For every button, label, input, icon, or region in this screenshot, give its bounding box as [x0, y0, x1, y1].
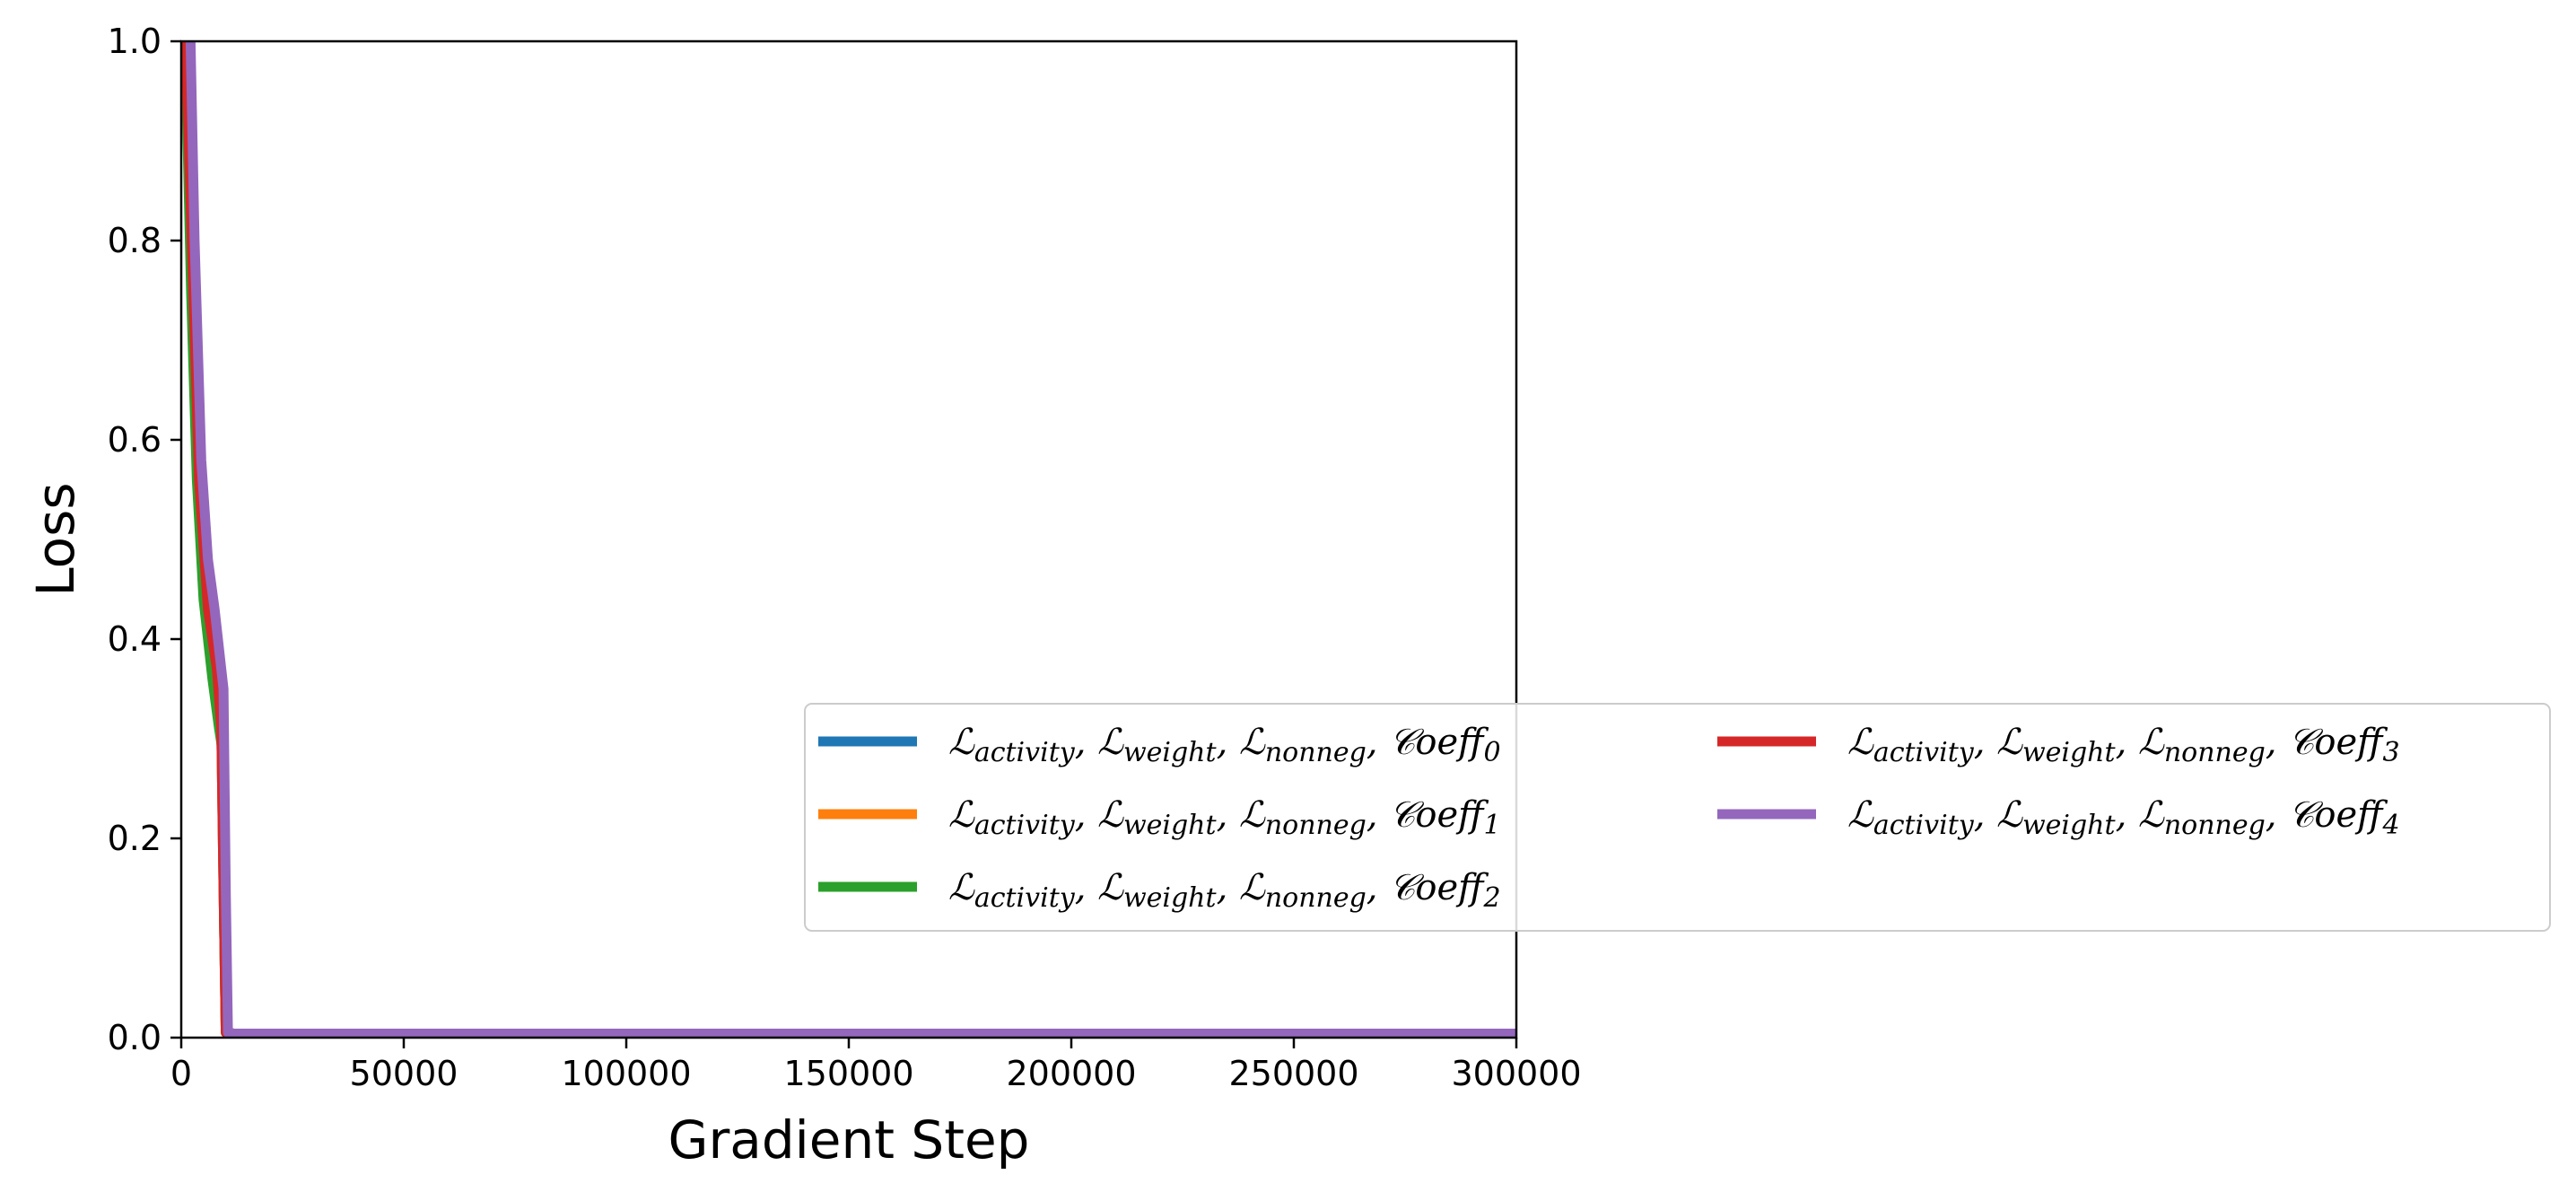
legend: ℒactivity, ℒweight, ℒnonneg, 𝒞oeff0 ℒacti…: [804, 703, 2551, 932]
x-axis-ticks: 0 50000 100000 150000 200000 250000 300000: [170, 1038, 1582, 1093]
legend-label-0: ℒactivity, ℒweight, ℒnonneg, 𝒞oeff0: [948, 722, 1501, 768]
legend-box: [804, 703, 2551, 932]
x-tick-label: 250000: [1228, 1054, 1358, 1093]
series-layer: [181, 41, 1516, 1038]
x-tick-label: 150000: [783, 1054, 913, 1093]
legend-label-2: ℒactivity, ℒweight, ℒnonneg, 𝒞oeff2: [948, 867, 1501, 914]
x-tick-label: 200000: [1006, 1054, 1136, 1093]
x-tick-label: 300000: [1451, 1054, 1581, 1093]
y-tick-label: 0.6: [108, 420, 162, 460]
y-tick-label: 1.0: [108, 22, 162, 61]
y-axis-title: Loss: [25, 482, 86, 596]
x-tick-label: 0: [170, 1054, 192, 1093]
x-axis-title: Gradient Step: [668, 1109, 1030, 1170]
legend-label-1: ℒactivity, ℒweight, ℒnonneg, 𝒞oeff1: [948, 794, 1501, 841]
y-tick-label: 0.2: [108, 819, 162, 858]
x-tick-label: 50000: [350, 1054, 458, 1093]
y-tick-label: 0.4: [108, 619, 162, 659]
y-tick-label: 0.0: [108, 1018, 162, 1057]
legend-label-4: ℒactivity, ℒweight, ℒnonneg, 𝒞oeff4: [1847, 794, 2400, 841]
x-tick-label: 100000: [561, 1054, 691, 1093]
series-line-4: [185, 41, 1516, 1038]
y-tick-label: 0.8: [108, 221, 162, 260]
y-axis-ticks: 0.0 0.2 0.4 0.6 0.8 1.0: [108, 22, 181, 1057]
legend-label-3: ℒactivity, ℒweight, ℒnonneg, 𝒞oeff3: [1847, 722, 2400, 768]
